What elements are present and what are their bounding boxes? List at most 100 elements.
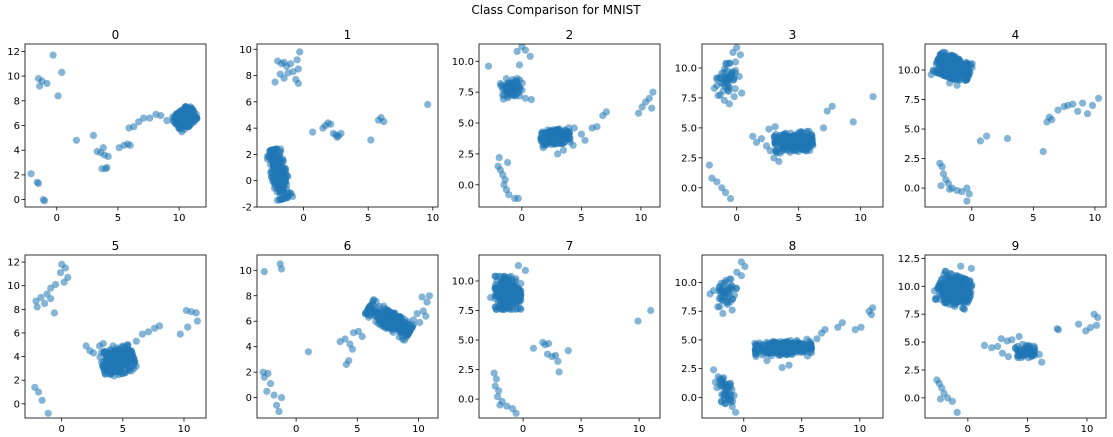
subplot-2: 2 0 5 10 0.0 2.5 5.0 7.5 10.0 xyxy=(452,28,661,224)
data-point xyxy=(287,60,295,68)
data-point xyxy=(144,328,153,336)
data-point xyxy=(176,330,184,338)
data-point xyxy=(938,163,946,171)
data-point xyxy=(821,326,829,334)
data-point xyxy=(946,274,954,282)
data-point xyxy=(718,184,726,192)
y-tick-label: 5.0 xyxy=(904,125,920,136)
y-tick-label: 8 xyxy=(246,71,252,82)
data-point xyxy=(267,167,276,175)
data-point xyxy=(730,93,738,101)
data-point xyxy=(948,397,957,405)
y-tick-label: 2.5 xyxy=(904,154,920,165)
subplot-title: 7 xyxy=(566,239,574,253)
axes-frame xyxy=(478,43,661,208)
data-point xyxy=(988,344,996,352)
data-point xyxy=(56,269,65,277)
y-tick-label: 0 xyxy=(14,195,20,206)
scatter-points xyxy=(27,51,201,205)
data-point xyxy=(1039,147,1047,156)
data-point xyxy=(749,132,757,140)
data-point xyxy=(400,315,408,323)
data-point xyxy=(798,340,806,348)
data-point xyxy=(1004,353,1013,361)
subplot-6: 6 0 5 10 0 2 4 6 8 10 xyxy=(239,239,439,435)
data-point xyxy=(963,184,971,192)
data-point xyxy=(735,72,743,80)
data-point xyxy=(559,146,568,154)
subplot-title: 9 xyxy=(1012,239,1020,253)
y-tick-label: -2 xyxy=(242,203,252,214)
y-tick-label: 0.0 xyxy=(458,395,474,406)
subplot-8: 8 0 5 10 0.0 2.5 5.0 7.5 10.0 xyxy=(675,239,884,435)
data-point xyxy=(779,134,787,142)
data-point xyxy=(294,65,302,73)
subplot-7: 7 0 5 10 0.0 2.5 5.0 7.5 10.0 xyxy=(452,239,661,435)
data-point xyxy=(538,129,547,138)
data-point xyxy=(1069,100,1077,108)
y-tick-label: 10 xyxy=(239,266,252,277)
data-point xyxy=(41,197,49,205)
data-point xyxy=(718,398,726,406)
data-point xyxy=(507,301,515,309)
data-point xyxy=(182,306,190,315)
data-point xyxy=(577,130,586,138)
data-point xyxy=(645,94,653,102)
data-point xyxy=(103,163,111,172)
y-tick-label: 12 xyxy=(7,258,20,269)
data-point xyxy=(172,110,181,118)
y-tick-label: 6 xyxy=(14,121,20,132)
data-point xyxy=(706,290,714,298)
data-point xyxy=(1024,342,1032,351)
data-point xyxy=(395,333,403,341)
x-tick-label: 0 xyxy=(519,213,525,224)
x-tick-label: 10 xyxy=(178,424,191,435)
data-point xyxy=(804,352,812,360)
data-point xyxy=(770,132,779,140)
scatter-points xyxy=(705,44,877,203)
data-point xyxy=(806,343,814,351)
y-tick-label: 10.0 xyxy=(452,57,474,68)
data-point xyxy=(44,409,52,417)
data-point xyxy=(487,293,495,302)
data-point xyxy=(507,81,515,89)
data-point xyxy=(940,290,948,299)
data-point xyxy=(1075,320,1083,328)
data-point xyxy=(964,287,972,295)
scatter-points xyxy=(259,260,433,416)
data-point xyxy=(1079,99,1087,107)
data-point xyxy=(515,92,524,100)
data-point xyxy=(271,78,279,86)
data-point xyxy=(933,66,941,74)
axes-frame xyxy=(256,254,439,419)
y-tick-label: 4 xyxy=(14,146,20,157)
data-point xyxy=(799,136,807,144)
data-point xyxy=(1027,348,1035,356)
y-tick-label: 10 xyxy=(7,281,20,292)
y-tick-label: 2.5 xyxy=(458,365,474,376)
y-tick-label: 4 xyxy=(246,342,252,353)
data-point xyxy=(564,347,572,355)
data-point xyxy=(513,47,521,56)
data-point xyxy=(140,114,148,122)
data-point xyxy=(505,89,513,97)
data-point xyxy=(526,52,534,60)
subplot-4: 4 0 5 10 0.0 2.5 5.0 7.5 10.0 xyxy=(898,28,1107,224)
data-point xyxy=(1095,94,1103,102)
data-point xyxy=(49,51,57,59)
data-point xyxy=(513,294,522,302)
data-point xyxy=(296,48,304,56)
data-point xyxy=(569,141,577,149)
data-point xyxy=(515,61,524,69)
data-point xyxy=(72,136,80,144)
data-point xyxy=(728,306,736,314)
data-point xyxy=(1020,352,1028,360)
data-point xyxy=(130,123,138,131)
data-point xyxy=(788,344,796,352)
y-tick-label: 10.0 xyxy=(898,65,920,76)
data-point xyxy=(499,305,507,313)
data-point xyxy=(1003,134,1012,143)
data-point xyxy=(33,303,41,311)
data-point xyxy=(834,323,842,331)
